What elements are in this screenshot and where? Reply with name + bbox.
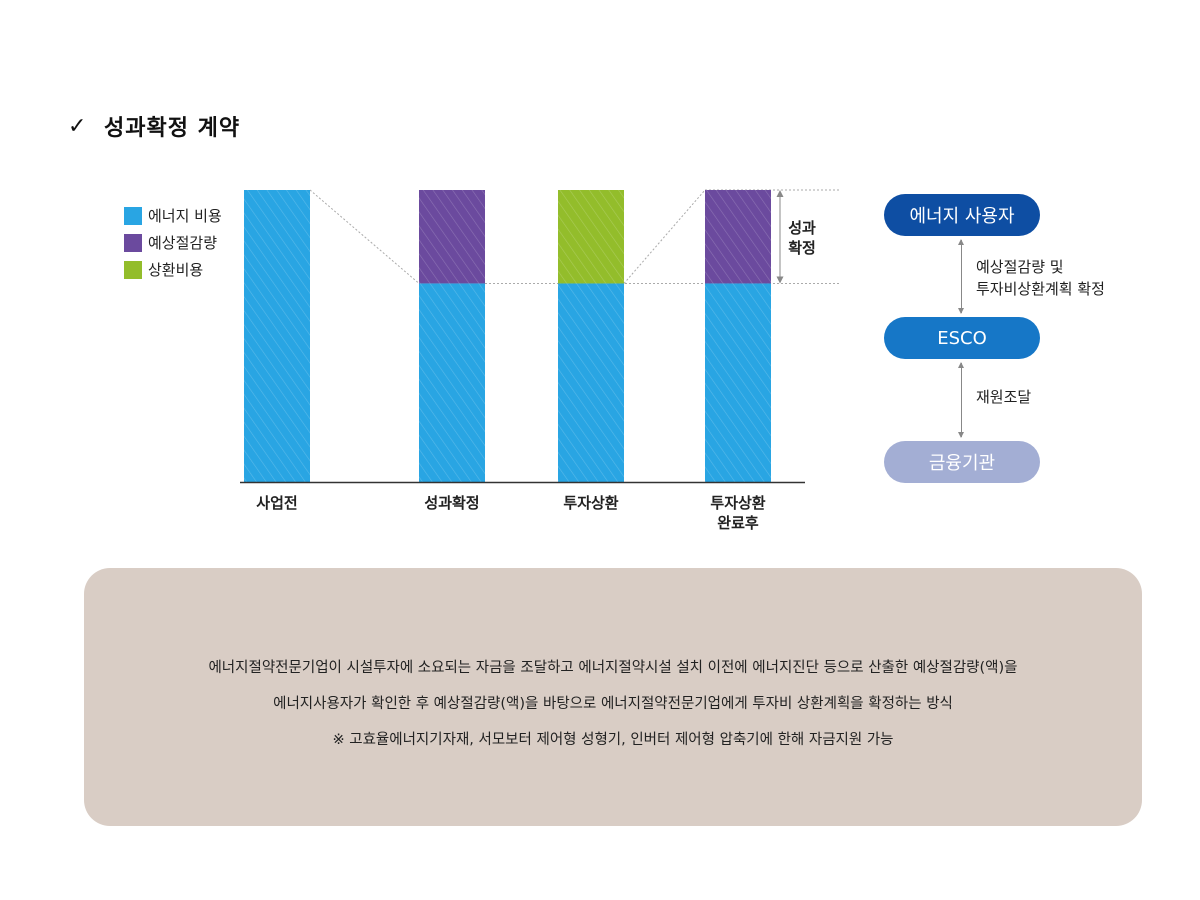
legend-swatch — [124, 233, 142, 252]
bar-texture — [705, 190, 771, 284]
bracket-label: 확정 — [788, 239, 816, 257]
legend-label: 상환비용 — [148, 261, 204, 279]
financial-institution-node: 금융기관 — [884, 441, 1040, 483]
flow-label-confirm-line: 예상절감량 및 — [976, 258, 1064, 276]
bar-texture — [558, 283, 624, 482]
description-line: 에너지절약전문기업이 시설투자에 소요되는 자금을 조달하고 에너지절약시설 설… — [208, 660, 1018, 676]
category-label: 투자상환 — [710, 494, 765, 512]
guide-line — [309, 189, 420, 284]
legend-label: 예상절감량 — [148, 234, 218, 252]
category-label: 완료후 — [717, 514, 759, 532]
legend-item: 상환비용 — [124, 256, 222, 283]
bracket-label: 성과 — [788, 219, 816, 237]
legend-item: 에너지 비용 — [124, 202, 222, 229]
description-box: 에너지절약전문기업이 시설투자에 소요되는 자금을 조달하고 에너지절약시설 설… — [84, 568, 1142, 826]
flow-label-funding: 재원조달 — [976, 388, 1032, 406]
esco-node: ESCO — [884, 317, 1040, 359]
legend-label: 에너지 비용 — [148, 207, 222, 225]
description-line: 에너지사용자가 확인한 후 예상절감량(액)을 바탕으로 에너지절약전문기업에게… — [273, 696, 953, 712]
bidirectional-arrow-icon — [958, 239, 964, 314]
arrow-up-icon — [776, 190, 784, 197]
flow-label-confirm-line: 투자비상환계획 확정 — [976, 280, 1105, 298]
legend-swatch — [124, 260, 142, 279]
section-title: 성과확정 계약 — [104, 116, 241, 141]
section-heading: ✓ 성과확정 계약 — [68, 110, 240, 142]
bar-texture — [558, 190, 624, 284]
check-icon: ✓ — [68, 113, 87, 139]
arrow-down-icon — [776, 276, 784, 284]
energy-user-node: 에너지 사용자 — [884, 194, 1040, 236]
bar-texture — [419, 283, 485, 482]
flow-label-confirm: 예상절감량 및 투자비상환계획 확정 — [976, 256, 1105, 300]
bar-texture — [244, 190, 310, 482]
category-label: 투자상환 — [563, 494, 618, 512]
bar-texture — [419, 190, 485, 284]
legend-item: 예상절감량 — [124, 229, 222, 256]
guide-line — [623, 189, 706, 284]
bidirectional-arrow-icon — [958, 362, 964, 438]
description-note: ※ 고효율에너지기자재, 서모보터 제어형 성형기, 인버터 제어형 압축기에 … — [332, 732, 894, 748]
category-label: 성과확정 — [424, 494, 479, 512]
legend-swatch — [124, 206, 142, 225]
category-label: 사업전 — [256, 494, 297, 512]
bar-texture — [705, 283, 771, 482]
